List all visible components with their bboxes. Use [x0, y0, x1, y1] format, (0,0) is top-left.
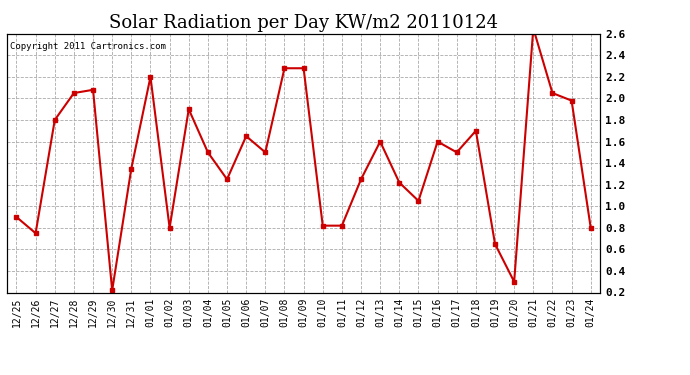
- Text: Copyright 2011 Cartronics.com: Copyright 2011 Cartronics.com: [10, 42, 166, 51]
- Title: Solar Radiation per Day KW/m2 20110124: Solar Radiation per Day KW/m2 20110124: [109, 14, 498, 32]
